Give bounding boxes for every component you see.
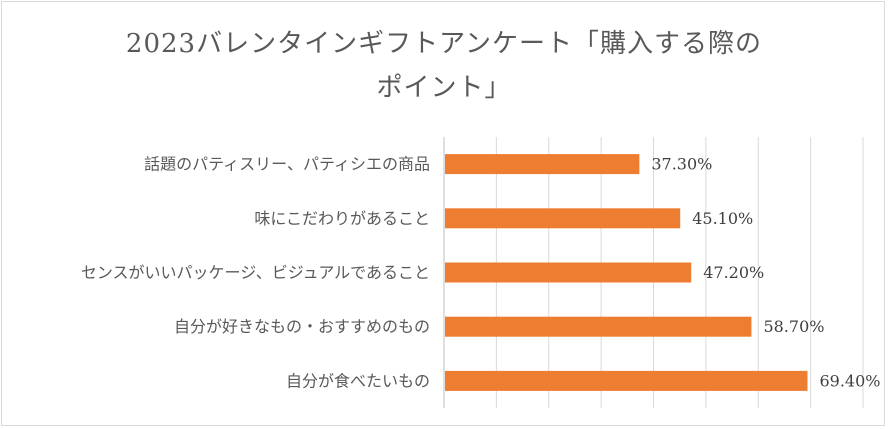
chart-title-line-2: ポイント」	[376, 73, 512, 103]
bar	[445, 154, 640, 175]
category-label: 自分が好きなもの・おすすめのもの	[174, 317, 430, 336]
value-label: 47.20%	[703, 263, 764, 282]
value-label: 37.30%	[651, 155, 712, 174]
value-label: 45.10%	[692, 209, 753, 228]
chart-title: 2023バレンタインギフトアンケート「購入する際の ポイント」	[2, 22, 886, 110]
chart-title-line-1: 2023バレンタインギフトアンケート「購入する際の	[125, 29, 763, 59]
bars	[445, 154, 808, 391]
category-label: 味にこだわりがあること	[254, 209, 430, 228]
bar	[445, 208, 681, 229]
bar	[445, 316, 752, 337]
value-labels: 37.30% 45.10% 47.20% 58.70% 69.40%	[651, 155, 880, 391]
bar	[445, 370, 808, 391]
category-label: 話題のパティスリー、パティシエの商品	[144, 155, 430, 174]
category-label: センスがいいパッケージ、ビジュアルであること	[81, 263, 430, 282]
category-label: 自分が食べたいもの	[286, 371, 430, 390]
bar	[445, 262, 692, 283]
category-labels: 話題のパティスリー、パティシエの商品味にこだわりがあることセンスがいいパッケージ…	[81, 155, 430, 391]
value-label: 69.40%	[819, 371, 880, 390]
value-label: 58.70%	[763, 317, 824, 336]
